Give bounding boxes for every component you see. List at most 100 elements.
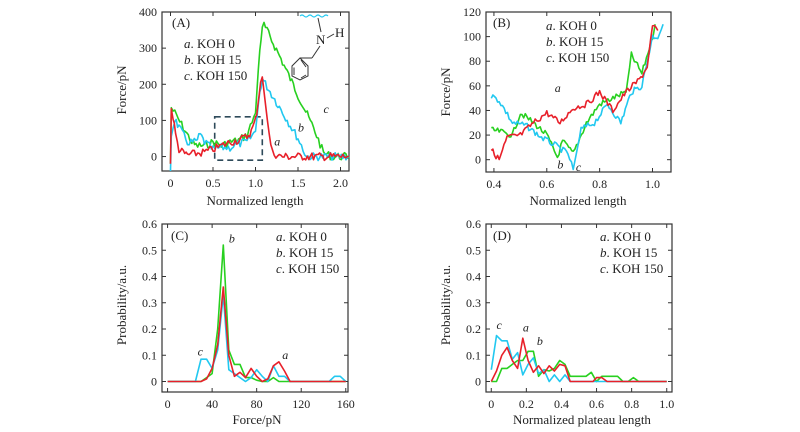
- panel-c-ticks: 0 40 80 120 160 0 0.1 0.2 0.3 0.4 0.5 0.6: [142, 217, 355, 411]
- surface-wave-icon: [299, 14, 329, 18]
- y-tick-label: 0: [151, 375, 157, 389]
- series-a-line: [167, 286, 346, 383]
- legend-item-c: c. KOH 150: [276, 261, 339, 276]
- series-b-line: [169, 78, 350, 172]
- legend-item-c: c. KOH 150: [546, 50, 609, 65]
- curve-label-a: a: [555, 81, 561, 95]
- legend-item-b: b. KOH 15: [600, 245, 657, 260]
- curve-label-c: c: [324, 102, 330, 116]
- panel-c: 0 40 80 120 160 0 0.1 0.2 0.3 0.4 0.5 0.6 (C) a. KO…: [114, 217, 355, 427]
- panel-a-annotations: a b c: [274, 102, 329, 149]
- panel-c-annotations: b c a: [198, 231, 289, 362]
- legend-item-b: b. KOH 15: [276, 245, 333, 260]
- x-tick-label: 160: [337, 397, 355, 411]
- y-tick-label: 40: [469, 103, 481, 117]
- curve-label-c: c: [198, 344, 204, 358]
- y-tick-label: 0.2: [142, 322, 157, 336]
- panel-c-label: (C): [171, 228, 188, 243]
- panel-b-ylabel: Force/pN: [438, 67, 453, 117]
- legend-item-b: b. KOH 15: [184, 52, 241, 67]
- x-tick-label: 0.6: [539, 177, 554, 191]
- x-tick-label: 0.8: [624, 397, 639, 411]
- x-tick-label: 0.5: [206, 176, 221, 190]
- x-tick-label: 0.4: [486, 177, 501, 191]
- series-b-line: [490, 334, 667, 383]
- y-tick-label: 0.6: [142, 217, 157, 231]
- panel-a-series: [169, 21, 350, 172]
- x-tick-label: 0: [165, 397, 171, 411]
- curve-label-c: c: [497, 318, 503, 332]
- panel-b-xlabel: Normalized length: [529, 193, 627, 208]
- benzylamine-molecule-icon: N H: [291, 14, 344, 81]
- y-tick-label: 300: [139, 41, 157, 55]
- panel-d-ticks: 0 0.2 0.4 0.6 0.8 1.0 0 0.1 0.2 0.3 0.4 0.5 0.6: [466, 217, 674, 411]
- panel-b-series: [490, 24, 664, 171]
- y-tick-label: 0.2: [466, 322, 481, 336]
- curve-label-a: a: [274, 135, 280, 149]
- series-b-line: [490, 24, 664, 171]
- panel-a-ticks: 0 0.5 1.0 1.5 2.0 0 100 200 300 400: [139, 5, 349, 190]
- x-tick-label: 0.4: [554, 397, 569, 411]
- benzene-ring-icon: [291, 57, 309, 81]
- y-tick-label: 80: [469, 54, 481, 68]
- curve-label-a: a: [523, 321, 529, 335]
- x-tick-label: 1.5: [291, 176, 306, 190]
- series-c-line: [169, 21, 350, 164]
- series-c-line: [491, 24, 656, 159]
- panel-a-legend: a. KOH 0 b. KOH 15 c. KOH 150: [184, 36, 247, 83]
- series-a-line: [490, 337, 667, 383]
- panel-a: 0 0.5 1.0 1.5 2.0 0 100 200 300 400 (A) a. KOH 0 …: [114, 5, 350, 208]
- x-tick-label: 1.0: [645, 177, 660, 191]
- curve-label-b: b: [298, 120, 304, 134]
- y-tick-label: 0.6: [466, 217, 481, 231]
- panel-a-xlabel: Normalized length: [206, 193, 304, 208]
- x-tick-label: 0.6: [589, 397, 604, 411]
- panel-d-annotations: c ab: [497, 318, 543, 348]
- panel-d: 0 0.2 0.4 0.6 0.8 1.000.10.20.30.40.50.6 (D) …: [438, 217, 674, 427]
- y-tick-label: 0.4: [466, 270, 481, 284]
- y-tick-label: 0.1: [466, 348, 481, 362]
- x-tick-label: 1.0: [659, 397, 674, 411]
- y-tick-label: 0.4: [142, 270, 157, 284]
- panel-d-legend: a. KOH 0 b. KOH 15 c. KOH 150: [600, 229, 663, 276]
- curve-label-c: c: [576, 160, 582, 174]
- panel-a-label: (A): [172, 15, 190, 30]
- y-tick-label: 0.3: [466, 296, 481, 310]
- y-tick-label: 0.5: [142, 243, 157, 257]
- y-tick-label: 20: [469, 128, 481, 142]
- y-tick-label: 60: [469, 79, 481, 93]
- panel-d-series: [490, 334, 667, 383]
- y-tick-label: 100: [139, 113, 157, 127]
- panel-b-label: (B): [493, 15, 510, 30]
- y-tick-label: 0.1: [142, 348, 157, 362]
- panel-d-frame: [485, 223, 673, 393]
- x-tick-label: 0.2: [519, 397, 534, 411]
- x-tick-label: 120: [292, 397, 310, 411]
- panel-b-frame: [485, 11, 672, 173]
- y-tick-label: 100: [463, 30, 481, 44]
- legend-item-a: a. KOH 0: [276, 229, 327, 244]
- x-tick-label: 0: [488, 397, 494, 411]
- x-tick-label: 0: [168, 176, 174, 190]
- y-tick-label: 0.3: [142, 296, 157, 310]
- panel-c-xlabel: Force/pN: [232, 412, 282, 427]
- x-tick-label: 2.0: [333, 176, 348, 190]
- x-tick-label: 1.0: [248, 176, 263, 190]
- panel-c-frame: [161, 223, 349, 393]
- panel-c-ylabel: Probability/a.u.: [114, 265, 129, 345]
- legend-item-a: a. KOH 0: [600, 229, 651, 244]
- curve-label-a: a: [282, 348, 288, 362]
- panel-d-xlabel: Normalized plateau length: [513, 412, 651, 427]
- series-a-line: [490, 24, 659, 161]
- y-tick-label: 200: [139, 77, 157, 91]
- panel-c-legend: a. KOH 0 b. KOH 15 c. KOH 150: [276, 229, 339, 276]
- panel-b-ticks: 0.4 0.6 0.8 1.0 0 20 40 60 80 100 120: [463, 5, 671, 191]
- legend-item-a: a. KOH 0: [546, 18, 597, 33]
- y-tick-label: 400: [139, 5, 157, 19]
- x-tick-label: 0.8: [592, 177, 607, 191]
- x-tick-label: 40: [206, 397, 218, 411]
- series-b-line: [167, 294, 347, 383]
- panel-b-annotations: a b c: [555, 81, 582, 174]
- y-tick-label: 0: [475, 375, 481, 389]
